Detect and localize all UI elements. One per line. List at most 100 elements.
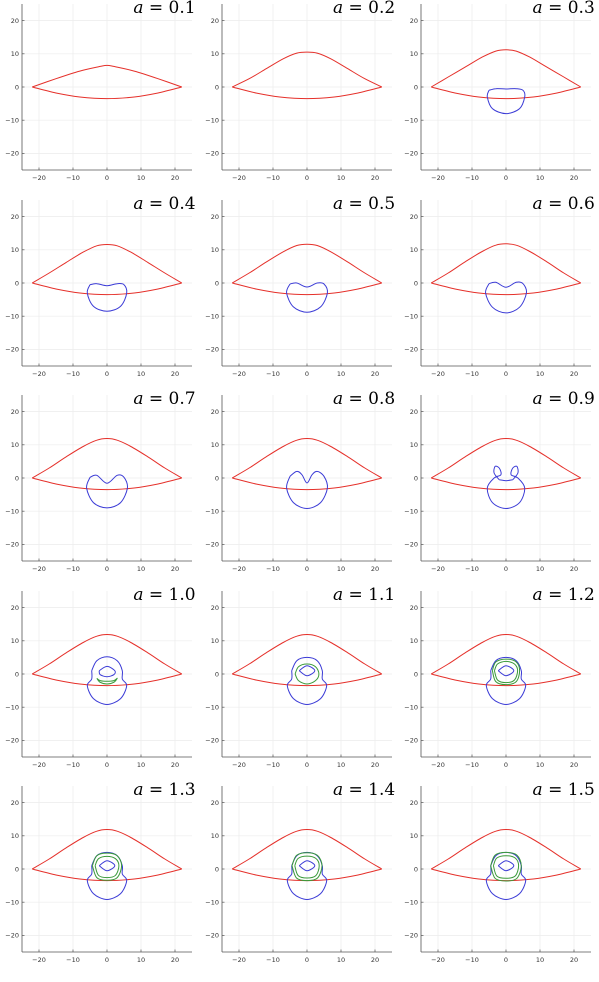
panel-title: a = 0.1 (133, 0, 195, 18)
red-contour (231, 282, 382, 295)
red-contour (231, 51, 382, 88)
x-tick-label: 0 (105, 565, 109, 573)
panel-a-0_2: −20 −10 0 10 20 −20 −10 0 10 20 a = 0.2 (200, 0, 400, 196)
x-tick-label: 0 (105, 956, 109, 964)
x-tick-label: 20 (570, 761, 578, 769)
y-tick-label: 10 (210, 50, 218, 58)
red-contour (231, 86, 382, 100)
y-tick-label: 10 (410, 441, 418, 449)
panel-title: a = 0.8 (333, 389, 395, 409)
x-tick-label: 20 (570, 956, 578, 964)
x-tick-label: −20 (232, 370, 246, 378)
x-tick-label: 10 (536, 174, 544, 182)
red-contour (32, 477, 182, 491)
title-variable: a (133, 780, 144, 801)
blue-contour (86, 474, 128, 509)
panel-svg: −20 −10 0 10 20 −20 −10 0 10 20 (404, 199, 592, 378)
y-tick-label: −20 (205, 736, 219, 744)
y-tick-label: 20 (11, 408, 19, 416)
title-value: = 0.3 (542, 0, 595, 18)
red-contour (431, 49, 582, 88)
x-tick-label: 0 (105, 174, 109, 182)
blue-contour (86, 852, 128, 901)
x-tick-label: −10 (266, 174, 280, 182)
green-contour (293, 855, 320, 879)
y-tick-label: −10 (5, 899, 19, 907)
green-contour (294, 663, 319, 685)
y-tick-label: −10 (404, 508, 418, 516)
y-tick-label: 20 (11, 799, 19, 807)
title-value: = 0.4 (143, 193, 196, 214)
y-tick-label: 0 (214, 83, 218, 91)
panel-title: a = 1.0 (133, 585, 195, 605)
panel-svg: −20 −10 0 10 20 −20 −10 0 10 20 (205, 590, 392, 769)
y-tick-label: −20 (205, 150, 219, 158)
x-tick-label: −20 (32, 174, 46, 182)
title-value: = 0.5 (343, 193, 396, 214)
panel-svg: −20 −10 0 10 20 −20 −10 0 10 20 (404, 395, 592, 573)
y-tick-label: 20 (210, 212, 218, 220)
y-tick-label: 20 (210, 799, 218, 807)
green-contour (492, 658, 521, 685)
x-tick-label: 20 (171, 761, 179, 769)
y-tick-label: −10 (404, 117, 418, 125)
y-tick-label: 10 (11, 246, 19, 254)
blue-contour (285, 471, 328, 510)
panel-a-1: −20 −10 0 10 20 −20 −10 0 10 20 a = 1.0 (0, 585, 200, 783)
panel-title: a = 0.5 (333, 194, 395, 214)
y-tick-label: −20 (404, 736, 418, 744)
x-tick-label: 0 (305, 174, 309, 182)
panel-a-0_7: −20 −10 0 10 20 −20 −10 0 10 20 a = 0.7 (0, 389, 200, 587)
x-tick-label: −20 (232, 565, 246, 573)
y-tick-label: −20 (5, 736, 19, 744)
panel-a-1_3: −20 −10 0 10 20 −20 −10 0 10 20 a = 1.3 (0, 780, 200, 978)
x-tick-label: −10 (465, 370, 479, 378)
panel-a-0_9: −20 −10 0 10 20 −20 −10 0 10 20 a = 0.9 (399, 389, 599, 587)
green-contour (291, 852, 323, 882)
x-tick-label: 0 (305, 565, 309, 573)
green-contour (490, 852, 522, 882)
x-tick-label: 20 (370, 956, 378, 964)
red-contour (431, 86, 582, 100)
panel-svg: −20 −10 0 10 20 −20 −10 0 10 20 (404, 590, 592, 769)
x-tick-label: −10 (66, 565, 80, 573)
title-variable: a (532, 780, 543, 801)
x-tick-label: −20 (32, 565, 46, 573)
title-value: = 1.5 (542, 780, 595, 801)
red-contour (231, 829, 382, 870)
blue-contour (499, 479, 514, 482)
panel-a-0_6: −20 −10 0 10 20 −20 −10 0 10 20 a = 0.6 (399, 193, 599, 392)
x-tick-label: 0 (504, 761, 508, 769)
panel-svg: −20 −10 0 10 20 −20 −10 0 10 20 (5, 786, 192, 964)
x-tick-label: −20 (232, 761, 246, 769)
panel-svg: −20 −10 0 10 20 −20 −10 0 10 20 (205, 786, 392, 964)
x-tick-label: 20 (171, 174, 179, 182)
title-value: = 0.6 (542, 193, 595, 214)
y-tick-label: −20 (205, 345, 219, 353)
title-variable: a (133, 584, 144, 605)
y-tick-label: −20 (5, 541, 19, 549)
red-contour (431, 829, 582, 870)
panel-svg: −20 −10 0 10 20 −20 −10 0 10 20 (5, 590, 192, 769)
blue-contour (498, 664, 515, 676)
x-tick-label: 10 (137, 956, 145, 964)
panel-title: a = 0.9 (533, 389, 595, 409)
blue-contour (498, 860, 515, 872)
y-tick-label: −20 (5, 932, 19, 940)
x-tick-label: 10 (536, 956, 544, 964)
x-tick-label: 20 (171, 956, 179, 964)
title-value: = 1.3 (143, 780, 196, 801)
title-variable: a (332, 0, 344, 18)
y-tick-label: 20 (410, 408, 418, 416)
y-tick-label: −10 (205, 899, 219, 907)
y-tick-label: 0 (414, 474, 418, 482)
title-value: = 0.1 (143, 0, 196, 18)
y-tick-label: −10 (205, 703, 219, 711)
panel-title: a = 1.1 (333, 585, 395, 605)
title-value: = 1.1 (343, 584, 396, 605)
x-tick-label: −20 (232, 956, 246, 964)
x-tick-label: −20 (431, 370, 445, 378)
panel-svg: −20 −10 0 10 20 −20 −10 0 10 20 (5, 4, 192, 182)
y-tick-label: 0 (15, 83, 19, 91)
y-tick-label: 0 (214, 279, 218, 287)
